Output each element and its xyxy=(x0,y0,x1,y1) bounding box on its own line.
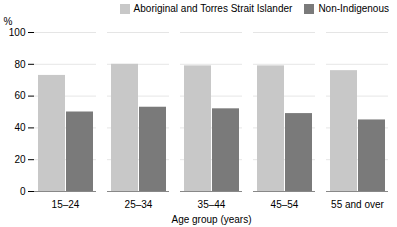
svg-text:60: 60 xyxy=(14,90,26,101)
svg-text:20: 20 xyxy=(14,154,26,165)
svg-text:35–44: 35–44 xyxy=(198,199,226,210)
html-text:Non-Indigenous: Non-Indigenous xyxy=(318,3,389,14)
svg-text:%: % xyxy=(4,16,13,27)
svg-text:0: 0 xyxy=(20,186,26,197)
svg-text:Age group (years): Age group (years) xyxy=(171,214,251,225)
svg-text:55 and over: 55 and over xyxy=(331,199,384,210)
html-text:Aboriginal and Torres Strait I: Aboriginal and Torres Strait Islander xyxy=(133,3,293,14)
svg-text:15–24: 15–24 xyxy=(52,199,80,210)
svg-text:25–34: 25–34 xyxy=(125,199,153,210)
svg-text:45–54: 45–54 xyxy=(271,199,299,210)
svg-text:40: 40 xyxy=(14,122,26,133)
svg-text:80: 80 xyxy=(14,59,26,70)
svg-text:100: 100 xyxy=(9,27,26,38)
